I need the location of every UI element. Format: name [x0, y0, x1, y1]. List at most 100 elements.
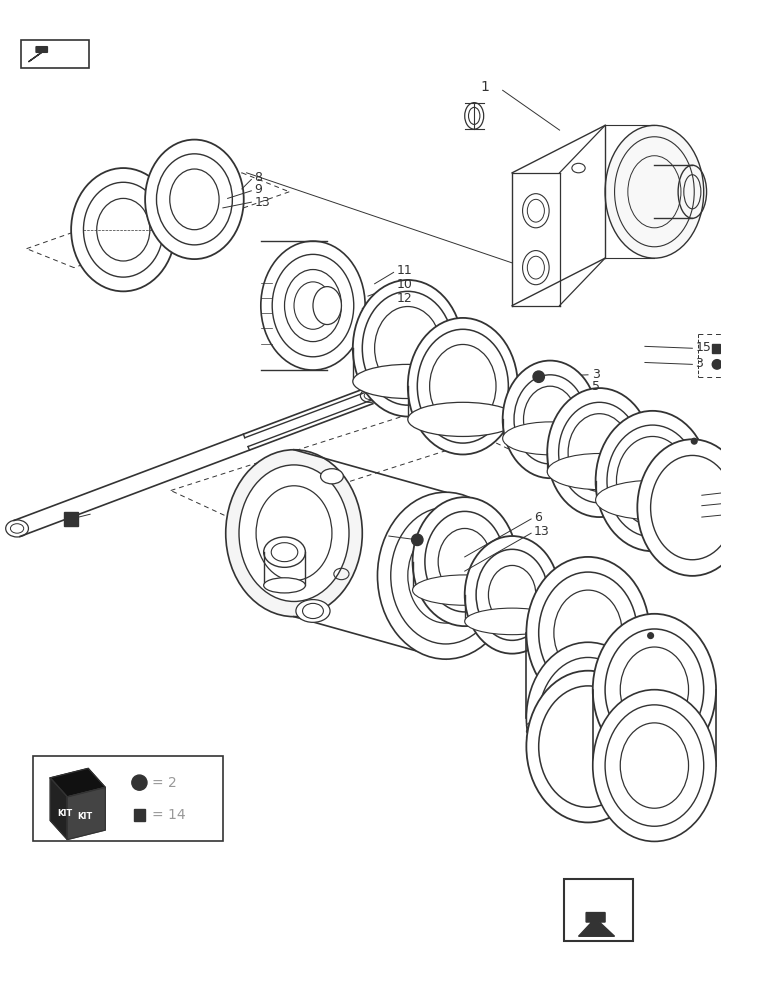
Circle shape [648, 633, 654, 638]
Text: 3: 3 [592, 368, 600, 381]
Text: 8: 8 [254, 171, 262, 184]
Polygon shape [578, 913, 615, 936]
Bar [134, 809, 145, 821]
Ellipse shape [489, 565, 536, 624]
Ellipse shape [296, 600, 330, 622]
Ellipse shape [464, 608, 559, 635]
Ellipse shape [321, 469, 344, 484]
Ellipse shape [605, 125, 704, 258]
Ellipse shape [527, 671, 650, 822]
Bar [65, 512, 78, 526]
Ellipse shape [375, 306, 402, 340]
Ellipse shape [408, 318, 518, 454]
Ellipse shape [539, 572, 638, 693]
Ellipse shape [439, 528, 491, 595]
Ellipse shape [145, 140, 244, 259]
Ellipse shape [620, 723, 689, 808]
Polygon shape [68, 787, 106, 840]
Ellipse shape [539, 686, 638, 807]
Text: 13: 13 [254, 196, 270, 209]
Ellipse shape [169, 169, 219, 230]
Text: = 2: = 2 [152, 776, 176, 790]
Text: 13: 13 [534, 525, 549, 538]
Ellipse shape [547, 453, 651, 490]
Ellipse shape [226, 450, 363, 617]
Ellipse shape [502, 422, 597, 455]
Ellipse shape [353, 280, 463, 417]
Ellipse shape [527, 642, 650, 794]
Polygon shape [50, 768, 106, 797]
Ellipse shape [596, 411, 709, 551]
Ellipse shape [272, 254, 353, 357]
Ellipse shape [559, 402, 640, 503]
Bar [712, 344, 720, 353]
Ellipse shape [568, 414, 631, 491]
Ellipse shape [378, 492, 514, 659]
Text: 3: 3 [695, 357, 703, 370]
Ellipse shape [417, 329, 508, 443]
Ellipse shape [261, 241, 365, 370]
Ellipse shape [425, 511, 505, 612]
Ellipse shape [71, 168, 176, 291]
Ellipse shape [84, 182, 163, 277]
Ellipse shape [527, 557, 650, 709]
Ellipse shape [502, 361, 597, 478]
Ellipse shape [97, 198, 150, 261]
Text: 1: 1 [481, 80, 489, 94]
Text: 12: 12 [397, 292, 412, 305]
Polygon shape [50, 778, 68, 840]
Ellipse shape [294, 282, 332, 329]
Ellipse shape [413, 575, 517, 605]
Ellipse shape [313, 287, 341, 325]
Ellipse shape [524, 386, 577, 453]
Circle shape [533, 371, 544, 382]
Ellipse shape [256, 486, 332, 581]
Ellipse shape [607, 425, 698, 537]
Ellipse shape [605, 629, 704, 750]
Ellipse shape [363, 291, 453, 405]
Ellipse shape [375, 307, 441, 390]
Text: KIT: KIT [57, 809, 72, 818]
Ellipse shape [264, 537, 306, 567]
Ellipse shape [547, 388, 651, 517]
Ellipse shape [464, 536, 559, 654]
Text: KIT: KIT [77, 812, 92, 821]
Ellipse shape [539, 657, 638, 779]
Text: 6: 6 [534, 511, 542, 524]
Ellipse shape [391, 507, 501, 644]
Circle shape [712, 360, 722, 369]
Ellipse shape [514, 375, 586, 464]
Circle shape [692, 438, 697, 444]
Ellipse shape [368, 296, 410, 349]
Circle shape [131, 775, 147, 790]
Ellipse shape [554, 675, 622, 761]
Ellipse shape [554, 590, 622, 675]
Ellipse shape [429, 344, 496, 428]
Ellipse shape [284, 270, 341, 342]
Circle shape [412, 534, 423, 546]
Bar [21, 40, 89, 68]
Ellipse shape [239, 465, 349, 601]
Ellipse shape [157, 154, 233, 245]
Ellipse shape [638, 439, 747, 576]
Ellipse shape [264, 578, 306, 593]
Ellipse shape [593, 614, 716, 766]
Ellipse shape [271, 543, 298, 562]
Ellipse shape [605, 705, 704, 826]
Bar [33, 756, 223, 841]
Ellipse shape [616, 436, 689, 526]
Ellipse shape [651, 455, 734, 560]
Ellipse shape [408, 402, 518, 436]
Text: 15: 15 [695, 341, 711, 354]
Text: = 14: = 14 [152, 808, 185, 822]
Text: 9: 9 [254, 183, 262, 196]
Bar [565, 879, 632, 941]
Ellipse shape [353, 364, 463, 399]
Ellipse shape [476, 549, 548, 640]
Ellipse shape [620, 647, 689, 732]
Text: 10: 10 [397, 278, 413, 291]
Ellipse shape [408, 528, 483, 623]
Ellipse shape [302, 603, 324, 619]
Text: 5: 5 [592, 380, 600, 393]
Ellipse shape [593, 690, 716, 841]
